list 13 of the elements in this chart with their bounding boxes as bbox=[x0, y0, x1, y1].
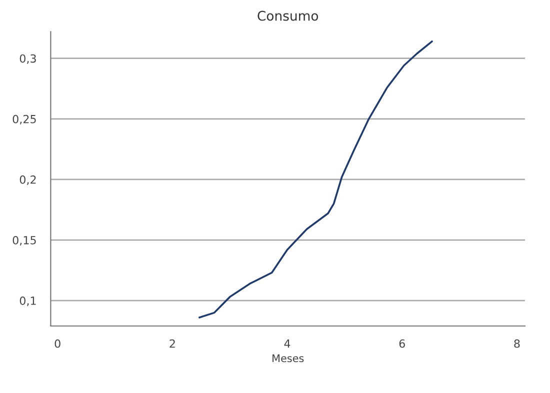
x-tick-label: 6 bbox=[399, 339, 405, 348]
x-tick-label: 8 bbox=[514, 339, 520, 348]
y-tick-label: 0,3 bbox=[20, 54, 36, 64]
y-tick-label: 0,1 bbox=[20, 296, 36, 306]
x-tick-label: 0 bbox=[54, 339, 60, 348]
chart-title: Consumo bbox=[258, 10, 318, 21]
x-tick-label: 4 bbox=[284, 340, 290, 348]
line-series bbox=[198, 40, 433, 318]
x-tick-label: 2 bbox=[170, 339, 175, 348]
y-tick-label: 0,25 bbox=[12, 114, 36, 124]
x-axis-title: Meses bbox=[272, 354, 304, 362]
y-tick-label: 0,2 bbox=[20, 175, 36, 185]
y-tick-label: 0,15 bbox=[12, 236, 36, 246]
